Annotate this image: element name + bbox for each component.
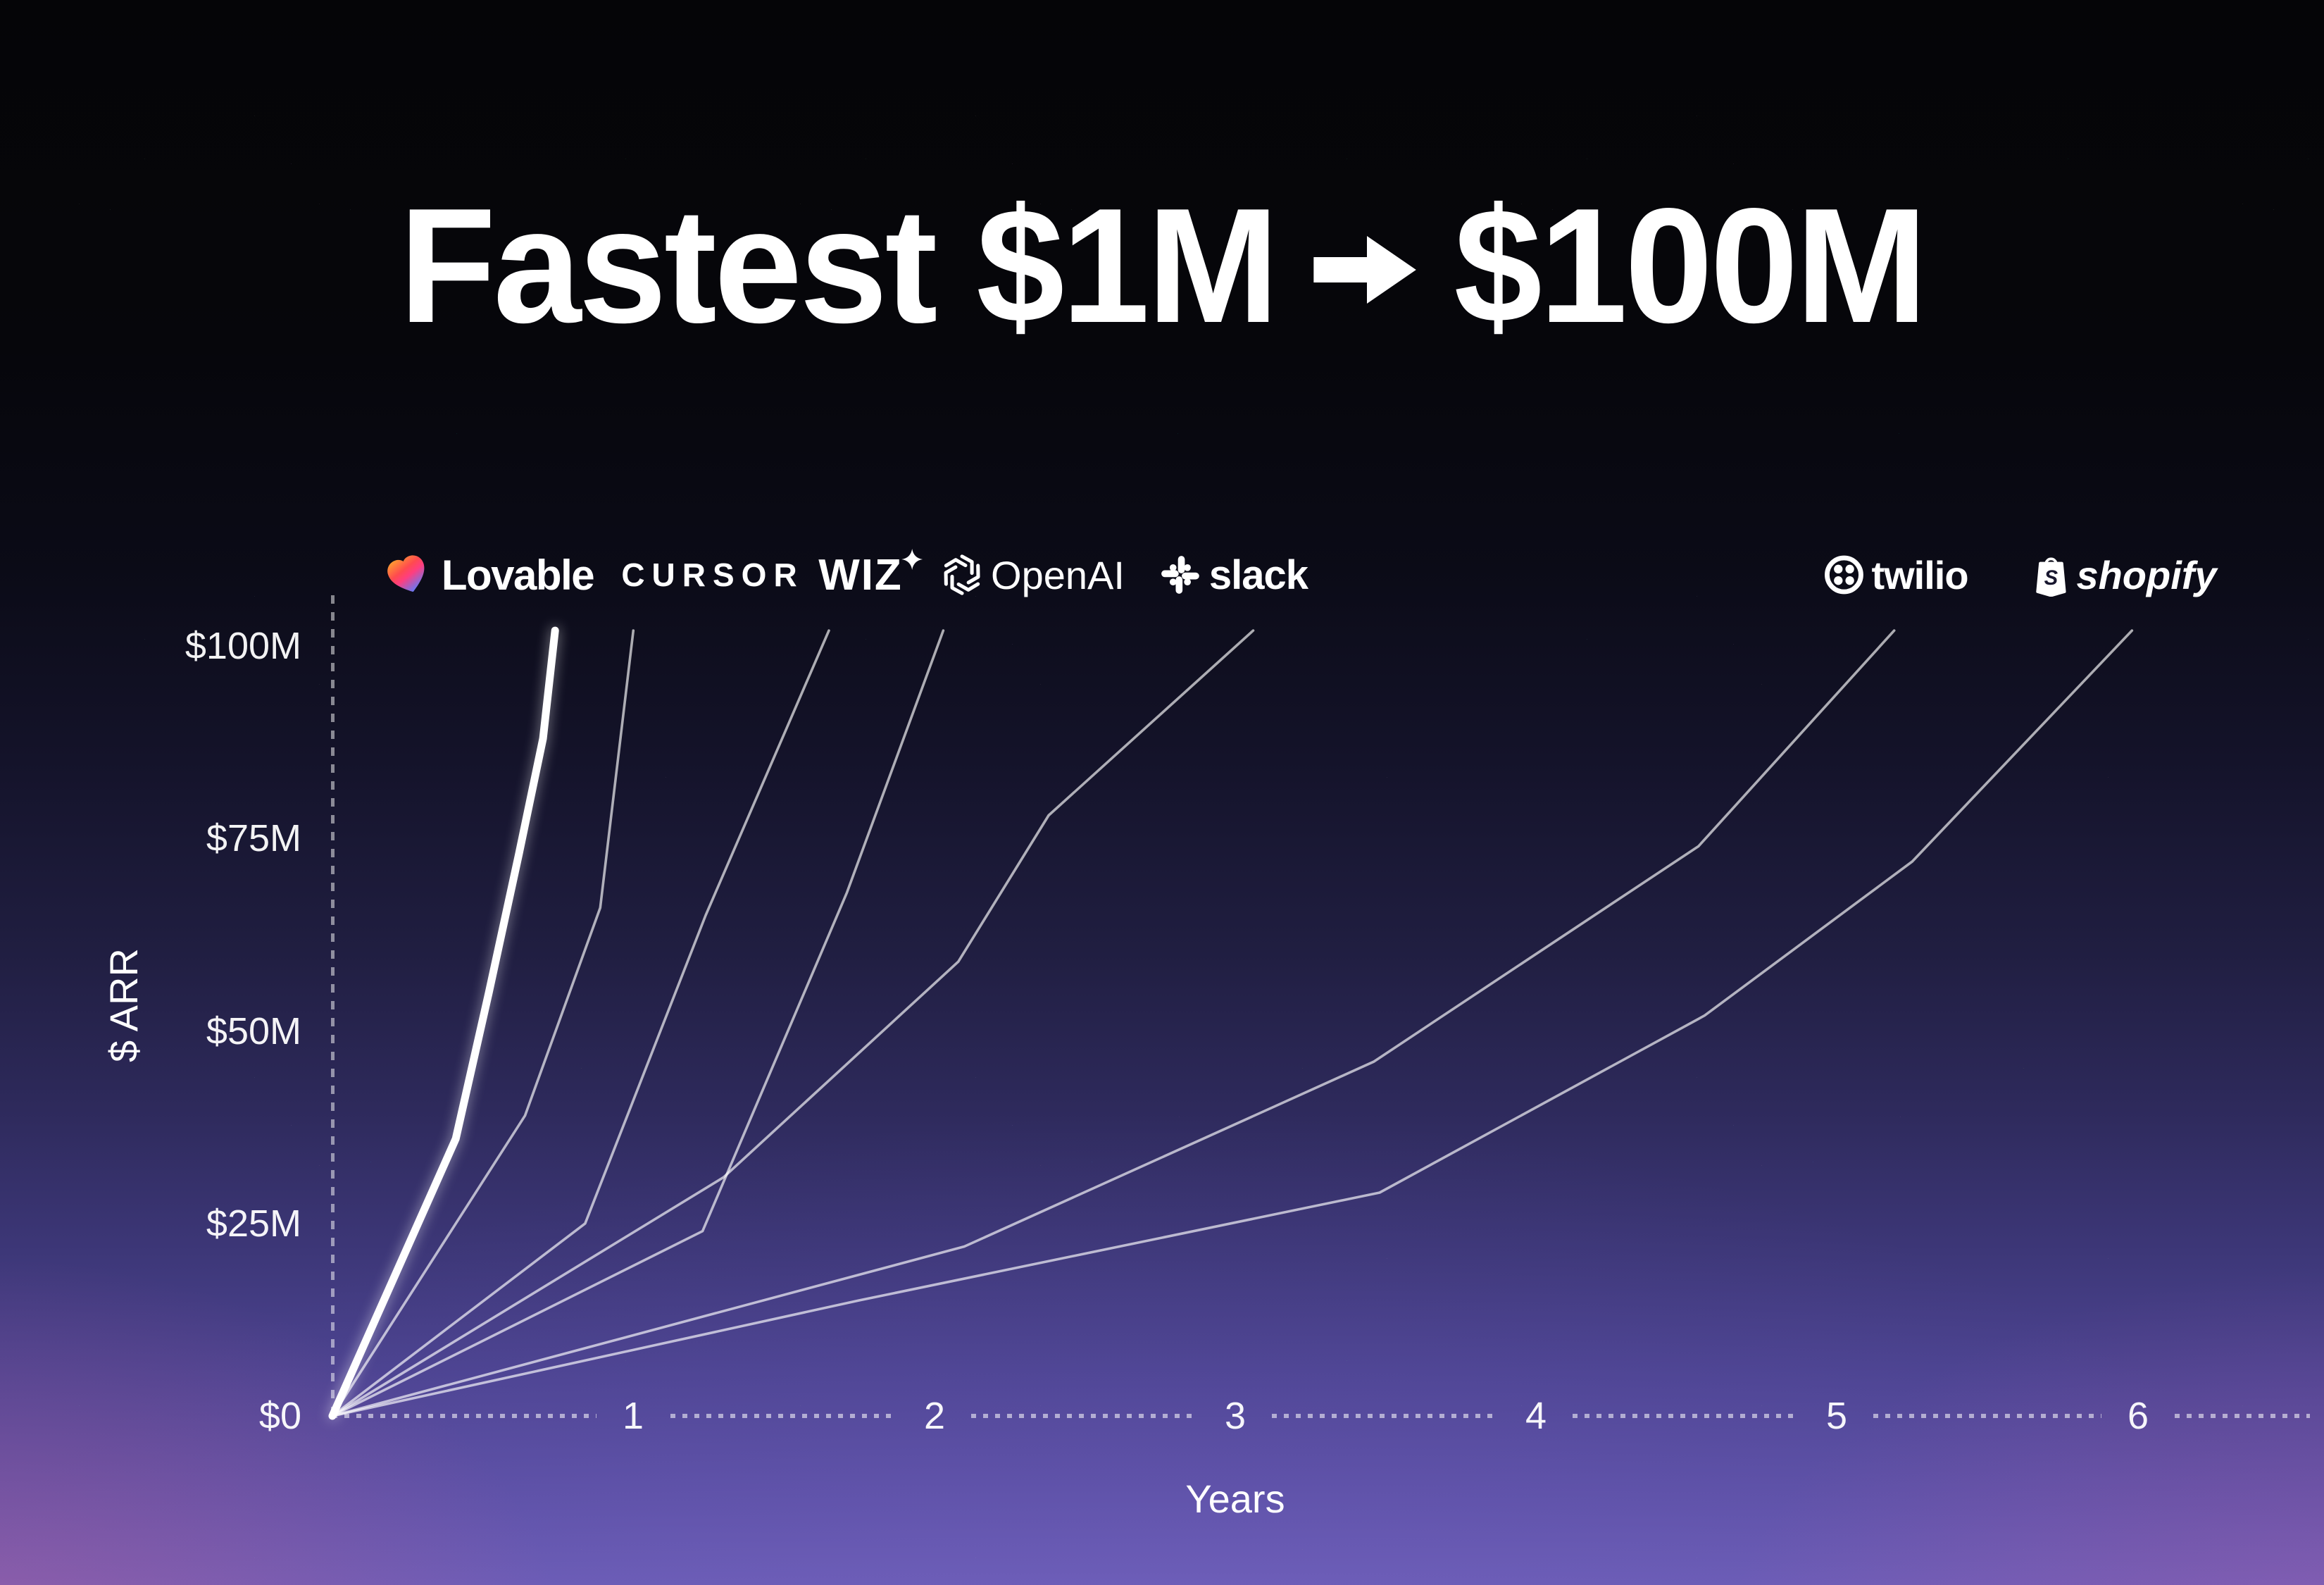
y-tick-label: $0 (258, 1395, 301, 1437)
y-tick-label: $100M (185, 625, 301, 667)
series-line-slack (331, 629, 1255, 1417)
x-tick-label: 4 (1525, 1395, 1547, 1437)
legend-logo-shopify: S shopify (2032, 548, 2217, 602)
legend-logo-slack: slack (1160, 548, 1308, 602)
x-axis-dash-segment (1573, 1414, 1800, 1418)
series-line-lovable (328, 626, 559, 1420)
y-axis-line (331, 595, 335, 1417)
series-line-cursor (331, 629, 635, 1417)
legend-logo-cursor: CURSOR (621, 548, 804, 602)
series-line-wiz (331, 629, 830, 1417)
lovable-heart-icon (387, 555, 425, 592)
x-axis-title: Years (1185, 1477, 1285, 1521)
openai-logo-icon (944, 554, 980, 595)
x-axis-dash-segment (332, 1414, 596, 1418)
series-line-twilio (331, 629, 1896, 1417)
x-axis-dash-segment (670, 1414, 898, 1418)
title-text-before-arrow: Fastest $1M (399, 175, 1279, 357)
logo-label-slack: slack (1208, 552, 1308, 598)
logo-label-lovable: Lovable (441, 551, 595, 599)
x-tick-label: 2 (923, 1395, 946, 1437)
legend-logo-lovable: Lovable (385, 548, 595, 602)
logo-label-shopify: shopify (2076, 552, 2217, 597)
legend-logo-twilio: twilio (1823, 548, 1969, 602)
logo-label-cursor: CURSOR (621, 557, 804, 593)
series-line-openai (331, 629, 945, 1417)
x-tick-label: 6 (2127, 1395, 2149, 1437)
x-tick-label: 1 (622, 1395, 644, 1437)
legend-logo-openai: OpenAI (940, 548, 1125, 602)
x-axis-dash-segment (971, 1414, 1199, 1418)
logo-label-twilio: twilio (1871, 552, 1968, 597)
page-title: Fastest $1M $100M (35, 185, 2289, 348)
x-axis-dash-segment (1873, 1414, 2101, 1418)
x-tick-label: 3 (1224, 1395, 1247, 1437)
x-axis-dash-segment (2175, 1414, 2310, 1418)
shopify-bag-icon: S (2036, 557, 2066, 597)
legend-logo-wiz: WIZ (818, 548, 924, 602)
series-line-shopify (331, 629, 2134, 1417)
logo-label-wiz: WIZ (818, 550, 903, 599)
right-arrow-icon (1313, 236, 1417, 304)
y-tick-label: $75M (206, 817, 301, 859)
svg-text:S: S (2044, 567, 2059, 590)
logo-label-openai: OpenAI (991, 552, 1125, 597)
slack-logo-icon (1161, 556, 1199, 594)
y-tick-label: $50M (206, 1010, 301, 1052)
y-tick-label: $25M (206, 1202, 301, 1245)
title-text-after-arrow: $100M (1454, 175, 1928, 357)
x-tick-label: 5 (1825, 1395, 1848, 1437)
wiz-sparkle-icon (901, 549, 923, 570)
x-axis-dash-segment (1272, 1414, 1499, 1418)
twilio-logo-icon (1825, 555, 1863, 595)
